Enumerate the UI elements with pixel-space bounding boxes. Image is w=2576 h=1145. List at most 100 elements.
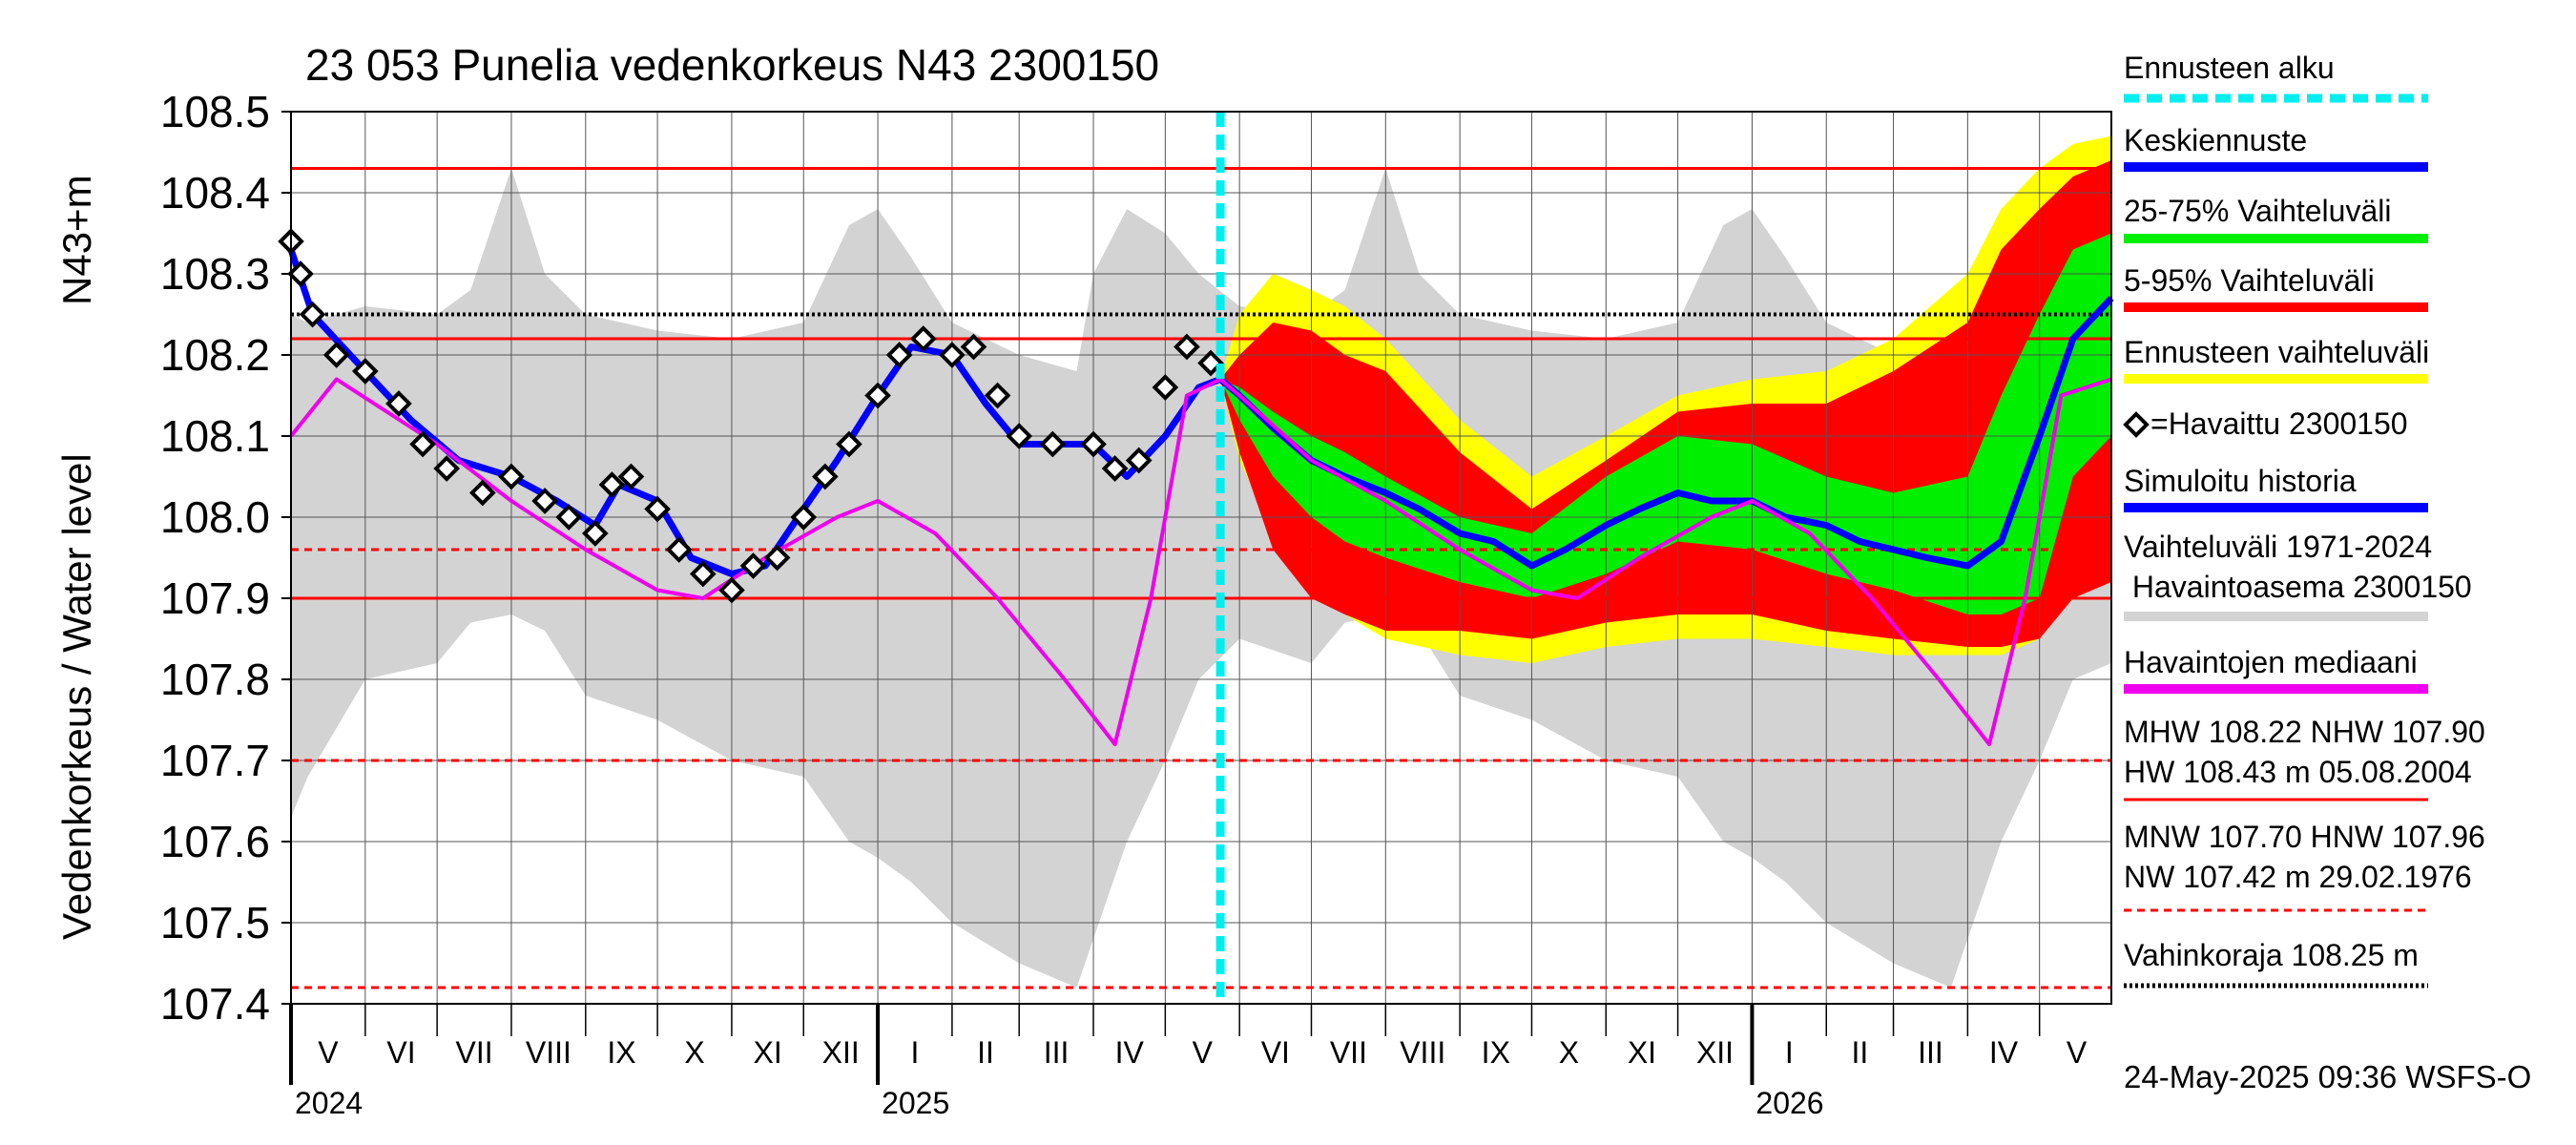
series-havaintojen-mediaani bbox=[289, 377, 2112, 746]
month-label: I bbox=[1785, 1035, 1794, 1070]
observed-marker bbox=[960, 333, 987, 361]
observed-marker bbox=[1125, 447, 1153, 474]
series-keskiennuste bbox=[1217, 296, 2114, 570]
month-label: XII bbox=[822, 1035, 860, 1070]
legend-label-line2: Havaintoasema 2300150 bbox=[2124, 570, 2472, 604]
month-label: III bbox=[1044, 1035, 1070, 1070]
month-label: V bbox=[2067, 1035, 2088, 1070]
observed-marker bbox=[617, 463, 645, 490]
month-label: IX bbox=[607, 1035, 635, 1070]
month-label: V bbox=[318, 1035, 339, 1070]
observed-marker bbox=[1006, 423, 1033, 449]
observed-marker bbox=[469, 479, 496, 507]
footer-timestamp: 24-May-2025 09:36 WSFS-O bbox=[2124, 1059, 2531, 1094]
observed-marker bbox=[689, 560, 717, 588]
observed-marker bbox=[287, 260, 314, 287]
month-label: XI bbox=[753, 1035, 781, 1070]
legend-label: Simuloitu historia bbox=[2124, 464, 2357, 498]
observed-marker bbox=[409, 430, 436, 458]
y-tick-label: 107.6 bbox=[160, 817, 270, 866]
month-label: VII bbox=[1330, 1035, 1367, 1070]
month-label: VI bbox=[1261, 1035, 1290, 1070]
legend-label: Ennusteen alku bbox=[2124, 51, 2335, 85]
month-label: IX bbox=[1482, 1035, 1510, 1070]
observed-marker bbox=[598, 471, 626, 498]
y-tick-label: 107.4 bbox=[160, 979, 270, 1029]
y-tick-label: 107.9 bbox=[160, 573, 270, 623]
y-tick-label: 108.0 bbox=[160, 492, 270, 542]
observed-markers-layer bbox=[278, 228, 1224, 604]
reference-lines-layer bbox=[291, 167, 2111, 989]
observed-marker bbox=[836, 430, 862, 458]
chart-title: 23 053 Punelia vedenkorkeus N43 2300150 bbox=[305, 40, 1159, 90]
observed-marker bbox=[351, 358, 379, 385]
observed-marker bbox=[665, 536, 693, 563]
observed-marker bbox=[739, 552, 767, 579]
month-label: IV bbox=[1989, 1035, 2019, 1070]
month-label: XI bbox=[1628, 1035, 1656, 1070]
legend-swatch-diamond bbox=[2123, 411, 2150, 438]
y-tick-label: 108.4 bbox=[160, 168, 270, 218]
observed-marker bbox=[909, 325, 937, 352]
observed-marker bbox=[984, 382, 1011, 409]
y-tick-label: 108.2 bbox=[160, 330, 270, 380]
legend-label: 5-95% Vaihteluväli bbox=[2124, 263, 2375, 298]
observed-marker bbox=[812, 463, 839, 490]
observed-marker bbox=[1152, 374, 1179, 401]
year-label: 2026 bbox=[1755, 1086, 1823, 1120]
observed-marker bbox=[385, 390, 412, 417]
y-axis: 107.4 107.5 107.6 107.7 107.8 107.9 108.0 108.1… bbox=[160, 87, 291, 1029]
legend-label: Vahinkoraja 108.25 m bbox=[2124, 938, 2419, 972]
y-axis-unit: N43+m bbox=[54, 175, 99, 305]
observed-marker bbox=[531, 488, 558, 514]
y-tick-label: 107.5 bbox=[160, 898, 270, 947]
month-label: VIII bbox=[1400, 1035, 1445, 1070]
y-tick-label: 108.5 bbox=[160, 87, 270, 136]
month-label: I bbox=[911, 1035, 920, 1070]
month-label: VI bbox=[386, 1035, 415, 1070]
legend-label-line2: NW 107.42 m 29.02.1976 bbox=[2124, 860, 2472, 894]
month-label: X bbox=[684, 1035, 704, 1070]
y-tick-label: 107.8 bbox=[160, 655, 270, 704]
month-label: VII bbox=[455, 1035, 492, 1070]
x-axis: V VI VII VIII IX X XI XII I II III IV V VI VII VIII IX X X… bbox=[289, 1004, 2088, 1120]
month-label: II bbox=[977, 1035, 994, 1070]
observed-marker bbox=[582, 520, 609, 547]
observed-marker bbox=[433, 455, 461, 482]
observed-marker bbox=[1039, 430, 1067, 458]
year-label: 2024 bbox=[295, 1086, 363, 1120]
observed-marker bbox=[1101, 455, 1129, 482]
observed-marker bbox=[322, 342, 350, 368]
observed-marker bbox=[763, 544, 791, 572]
observed-marker bbox=[1080, 430, 1107, 458]
legend-label: MHW 108.22 NHW 107.90 bbox=[2124, 715, 2485, 749]
band-vaihteluv-li-1971-2024-havaintoasema-2300150 bbox=[291, 168, 2111, 988]
legend-label: Vaihteluväli 1971-2024 bbox=[2124, 530, 2432, 564]
observed-marker bbox=[885, 342, 913, 368]
legend-label: 25-75% Vaihteluväli bbox=[2124, 194, 2391, 228]
legend-label: =Havaittu 2300150 bbox=[2150, 406, 2408, 441]
month-label: V bbox=[1193, 1035, 1214, 1070]
month-label: III bbox=[1918, 1035, 1943, 1070]
observed-marker bbox=[644, 495, 671, 523]
month-label: IV bbox=[1115, 1035, 1145, 1070]
observed-marker bbox=[1197, 349, 1224, 377]
observed-marker bbox=[864, 382, 891, 409]
observed-marker bbox=[498, 463, 525, 490]
y-tick-label: 108.1 bbox=[160, 411, 270, 461]
observed-marker bbox=[718, 576, 745, 604]
month-label: X bbox=[1559, 1035, 1579, 1070]
legend-label: Keskiennuste bbox=[2124, 123, 2307, 157]
plot-frame bbox=[290, 111, 2112, 1005]
legend: Ennusteen alku Keskiennuste 25-75% Vaihtel… bbox=[2123, 51, 2485, 989]
observed-marker bbox=[555, 504, 583, 531]
legend-label: Havaintojen mediaani bbox=[2124, 645, 2418, 679]
observed-marker bbox=[299, 301, 326, 328]
observed-marker bbox=[790, 504, 818, 531]
y-tick-label: 107.7 bbox=[160, 736, 270, 785]
y-tick-label: 108.3 bbox=[160, 249, 270, 299]
month-label: VIII bbox=[526, 1035, 571, 1070]
legend-label-line2: HW 108.43 m 05.08.2004 bbox=[2124, 755, 2472, 789]
observed-marker bbox=[1174, 333, 1200, 361]
